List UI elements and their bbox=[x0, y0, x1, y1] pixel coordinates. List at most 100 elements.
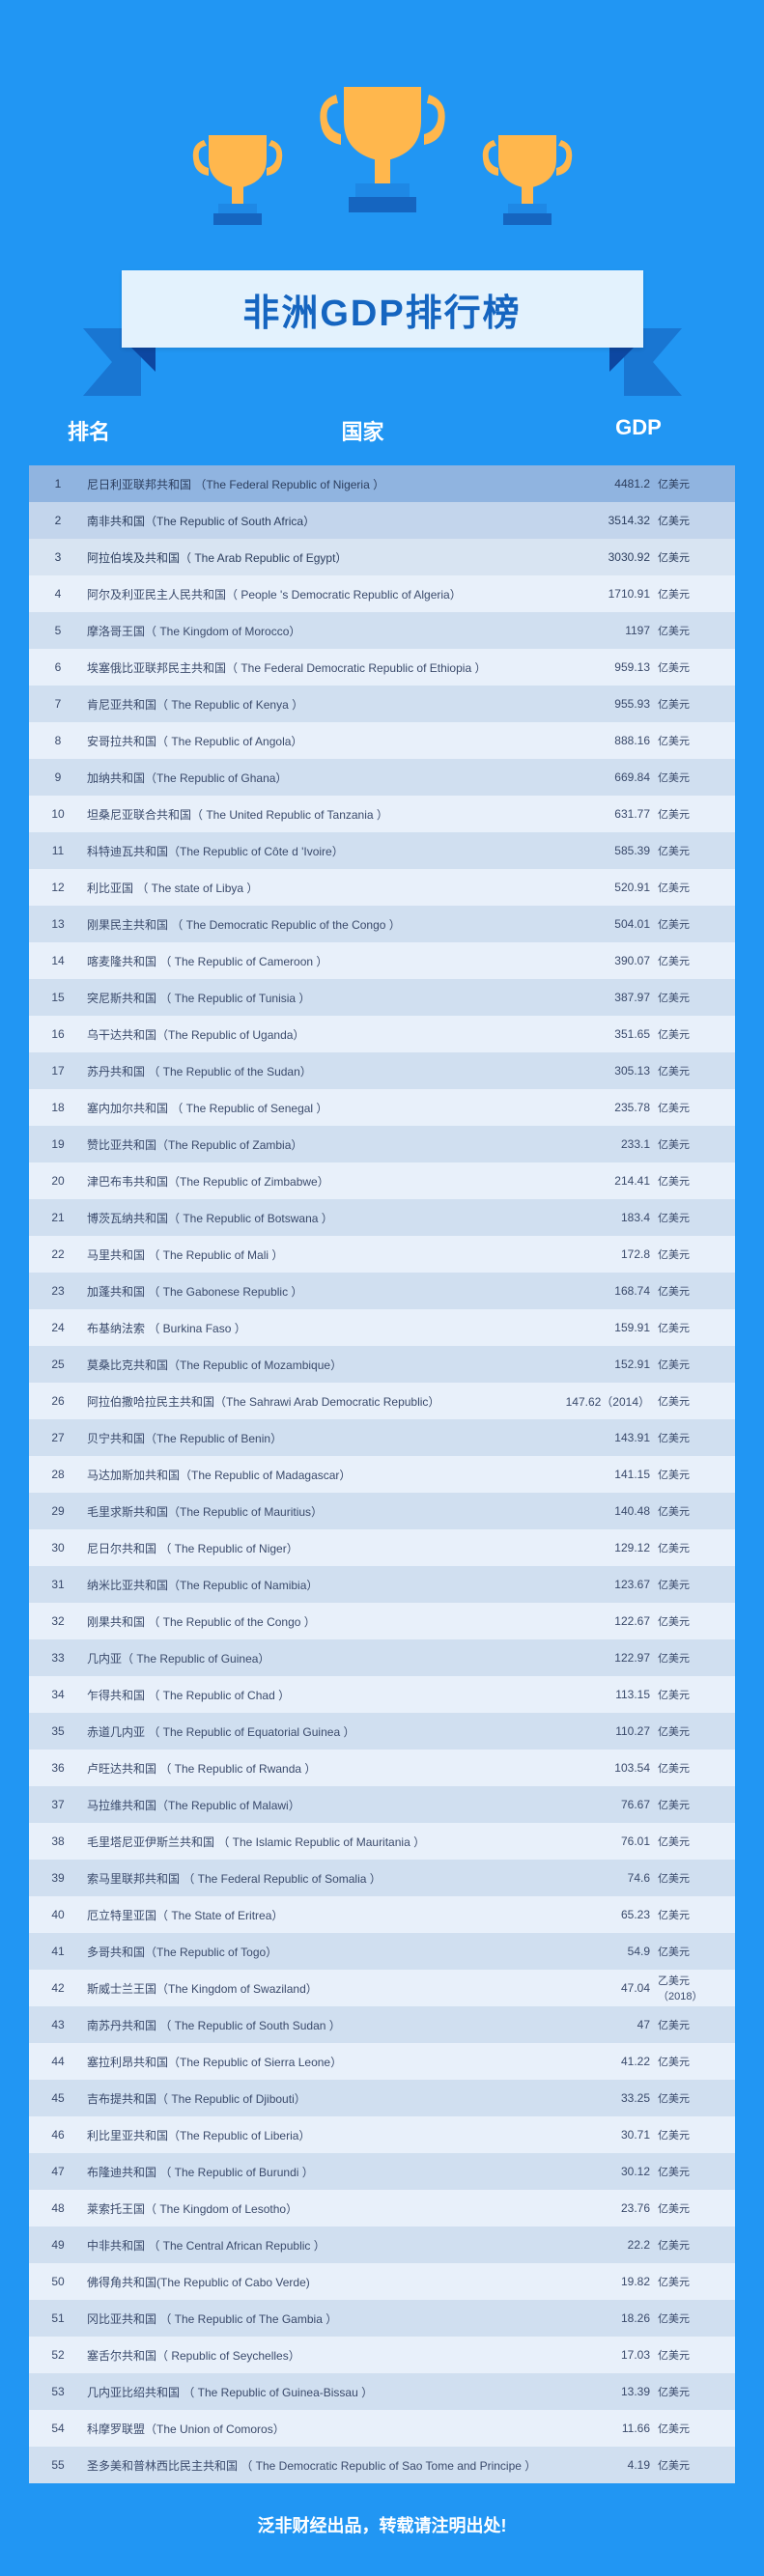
gdp-cell: 585.39 bbox=[561, 844, 658, 857]
gdp-cell: 3030.92 bbox=[561, 550, 658, 564]
trophy-icon-right bbox=[479, 126, 576, 251]
unit-cell: 亿美元 bbox=[658, 1613, 725, 1629]
table-row: 25莫桑比克共和国（The Republic of Mozambique）152… bbox=[29, 1346, 735, 1383]
table-row: 7肯尼亚共和国（ The Republic of Kenya ）955.93亿美… bbox=[29, 686, 735, 722]
country-cell: 斯威士兰王国（The Kingdom of Swaziland） bbox=[77, 1980, 561, 1997]
unit-cell: 亿美元 bbox=[658, 1210, 725, 1225]
gdp-cell: 959.13 bbox=[561, 660, 658, 674]
table-row: 38毛里塔尼亚伊斯兰共和国 （ The Islamic Republic of … bbox=[29, 1823, 735, 1860]
country-cell: 肯尼亚共和国（ The Republic of Kenya ） bbox=[77, 696, 561, 713]
gdp-cell: 1197 bbox=[561, 624, 658, 637]
rank-cell: 42 bbox=[39, 1981, 77, 1995]
gdp-cell: 172.8 bbox=[561, 1247, 658, 1261]
gdp-cell: 305.13 bbox=[561, 1064, 658, 1078]
rank-cell: 41 bbox=[39, 1945, 77, 1958]
gdp-cell: 110.27 bbox=[561, 1724, 658, 1738]
unit-cell: 亿美元 bbox=[658, 659, 725, 675]
rank-cell: 3 bbox=[39, 550, 77, 564]
table-row: 17苏丹共和国 （ The Republic of the Sudan）305.… bbox=[29, 1052, 735, 1089]
rank-cell: 37 bbox=[39, 1798, 77, 1811]
unit-cell: 亿美元 bbox=[658, 586, 725, 602]
unit-cell: 亿美元 bbox=[658, 476, 725, 491]
gdp-cell: 390.07 bbox=[561, 954, 658, 967]
trophy-header bbox=[0, 0, 764, 251]
gdp-cell: 11.66 bbox=[561, 2422, 658, 2435]
table-row: 15突尼斯共和国 （ The Republic of Tunisia ）387.… bbox=[29, 979, 735, 1016]
unit-cell: 亿美元 bbox=[658, 1834, 725, 1849]
gdp-cell: 103.54 bbox=[561, 1761, 658, 1775]
country-cell: 科摩罗联盟（The Union of Comoros） bbox=[77, 2421, 561, 2437]
unit-cell: 亿美元 bbox=[658, 2127, 725, 2142]
rank-cell: 52 bbox=[39, 2348, 77, 2362]
gdp-cell: 4.19 bbox=[561, 2458, 658, 2472]
gdp-cell: 76.67 bbox=[561, 1798, 658, 1811]
rank-cell: 36 bbox=[39, 1761, 77, 1775]
table-row: 33几内亚（ The Republic of Guinea）122.97亿美元 bbox=[29, 1639, 735, 1676]
gdp-cell: 669.84 bbox=[561, 770, 658, 784]
table-row: 2南非共和国（The Republic of South Africa）3514… bbox=[29, 502, 735, 539]
table-row: 34乍得共和国 （ The Republic of Chad ）113.15亿美… bbox=[29, 1676, 735, 1713]
gdp-cell: 168.74 bbox=[561, 1284, 658, 1298]
table-row: 45吉布提共和国（ The Republic of Djibouti）33.25… bbox=[29, 2080, 735, 2116]
unit-cell: 亿美元 bbox=[658, 1026, 725, 1042]
unit-cell: 亿美元 bbox=[658, 1136, 725, 1152]
unit-cell: 亿美元 bbox=[658, 1797, 725, 1812]
country-cell: 圣多美和普林西比民主共和国 （ The Democratic Republic … bbox=[77, 2457, 561, 2474]
table-row: 32刚果共和国 （ The Republic of the Congo ）122… bbox=[29, 1603, 735, 1639]
banner-main: 非洲GDP排行榜 bbox=[122, 270, 643, 348]
table-row: 22马里共和国 （ The Republic of Mali ）172.8亿美元 bbox=[29, 1236, 735, 1273]
gdp-cell: 33.25 bbox=[561, 2091, 658, 2105]
unit-cell: 亿美元 bbox=[658, 696, 725, 712]
footer-credit: 泛非财经出品，转载请注明出处! bbox=[0, 2512, 764, 2537]
unit-cell: 亿美元 bbox=[658, 1723, 725, 1739]
table-row: 27贝宁共和国（The Republic of Benin）143.91亿美元 bbox=[29, 1419, 735, 1456]
country-cell: 苏丹共和国 （ The Republic of the Sudan） bbox=[77, 1063, 561, 1079]
gdp-cell: 233.1 bbox=[561, 1137, 658, 1151]
gdp-cell: 54.9 bbox=[561, 1945, 658, 1958]
unit-cell: 亿美元 bbox=[658, 1944, 725, 1959]
table-row: 11科特迪瓦共和国（The Republic of Côte d 'Ivoire… bbox=[29, 832, 735, 869]
rank-cell: 51 bbox=[39, 2311, 77, 2325]
rank-cell: 40 bbox=[39, 1908, 77, 1921]
rank-cell: 1 bbox=[39, 477, 77, 490]
table-row: 23加蓬共和国 （ The Gabonese Republic ）168.74亿… bbox=[29, 1273, 735, 1309]
rank-cell: 6 bbox=[39, 660, 77, 674]
rank-cell: 26 bbox=[39, 1394, 77, 1408]
rank-cell: 32 bbox=[39, 1614, 77, 1628]
country-cell: 塞内加尔共和国 （ The Republic of Senegal ） bbox=[77, 1100, 561, 1116]
gdp-cell: 18.26 bbox=[561, 2311, 658, 2325]
gdp-cell: 520.91 bbox=[561, 881, 658, 894]
gdp-cell: 3514.32 bbox=[561, 514, 658, 527]
gdp-cell: 22.2 bbox=[561, 2238, 658, 2252]
rank-cell: 31 bbox=[39, 1578, 77, 1591]
country-cell: 索马里联邦共和国 （ The Federal Republic of Somal… bbox=[77, 1870, 561, 1887]
rank-cell: 28 bbox=[39, 1468, 77, 1481]
table-row: 30尼日尔共和国 （ The Republic of Niger）129.12亿… bbox=[29, 1529, 735, 1566]
column-headers: 排名 国家 GDP bbox=[0, 406, 764, 465]
rank-cell: 15 bbox=[39, 991, 77, 1004]
unit-cell: 亿美元 bbox=[658, 1173, 725, 1189]
country-cell: 津巴布韦共和国（The Republic of Zimbabwe） bbox=[77, 1173, 561, 1190]
gdp-cell: 183.4 bbox=[561, 1211, 658, 1224]
unit-cell: 亿美元 bbox=[658, 1540, 725, 1555]
country-cell: 利比亚国 （ The state of Libya ） bbox=[77, 880, 561, 896]
rank-cell: 43 bbox=[39, 2018, 77, 2031]
unit-cell: 亿美元 bbox=[658, 1063, 725, 1078]
country-cell: 乍得共和国 （ The Republic of Chad ） bbox=[77, 1687, 561, 1703]
table-row: 37马拉维共和国（The Republic of Malawi）76.67亿美元 bbox=[29, 1786, 735, 1823]
country-cell: 加纳共和国（The Republic of Ghana） bbox=[77, 770, 561, 786]
rank-cell: 16 bbox=[39, 1027, 77, 1041]
rank-cell: 44 bbox=[39, 2055, 77, 2068]
unit-cell: 亿美元 bbox=[658, 1246, 725, 1262]
gdp-cell: 41.22 bbox=[561, 2055, 658, 2068]
gdp-cell: 387.97 bbox=[561, 991, 658, 1004]
country-cell: 赞比亚共和国（The Republic of Zambia） bbox=[77, 1136, 561, 1153]
rank-cell: 45 bbox=[39, 2091, 77, 2105]
table-row: 28马达加斯加共和国（The Republic of Madagascar）14… bbox=[29, 1456, 735, 1493]
country-cell: 中非共和国 （ The Central African Republic ） bbox=[77, 2237, 561, 2254]
rank-cell: 27 bbox=[39, 1431, 77, 1444]
table-row: 54科摩罗联盟（The Union of Comoros）11.66亿美元 bbox=[29, 2410, 735, 2447]
table-row: 12利比亚国 （ The state of Libya ）520.91亿美元 bbox=[29, 869, 735, 906]
gdp-cell: 214.41 bbox=[561, 1174, 658, 1188]
unit-cell: 亿美元 bbox=[658, 2310, 725, 2326]
